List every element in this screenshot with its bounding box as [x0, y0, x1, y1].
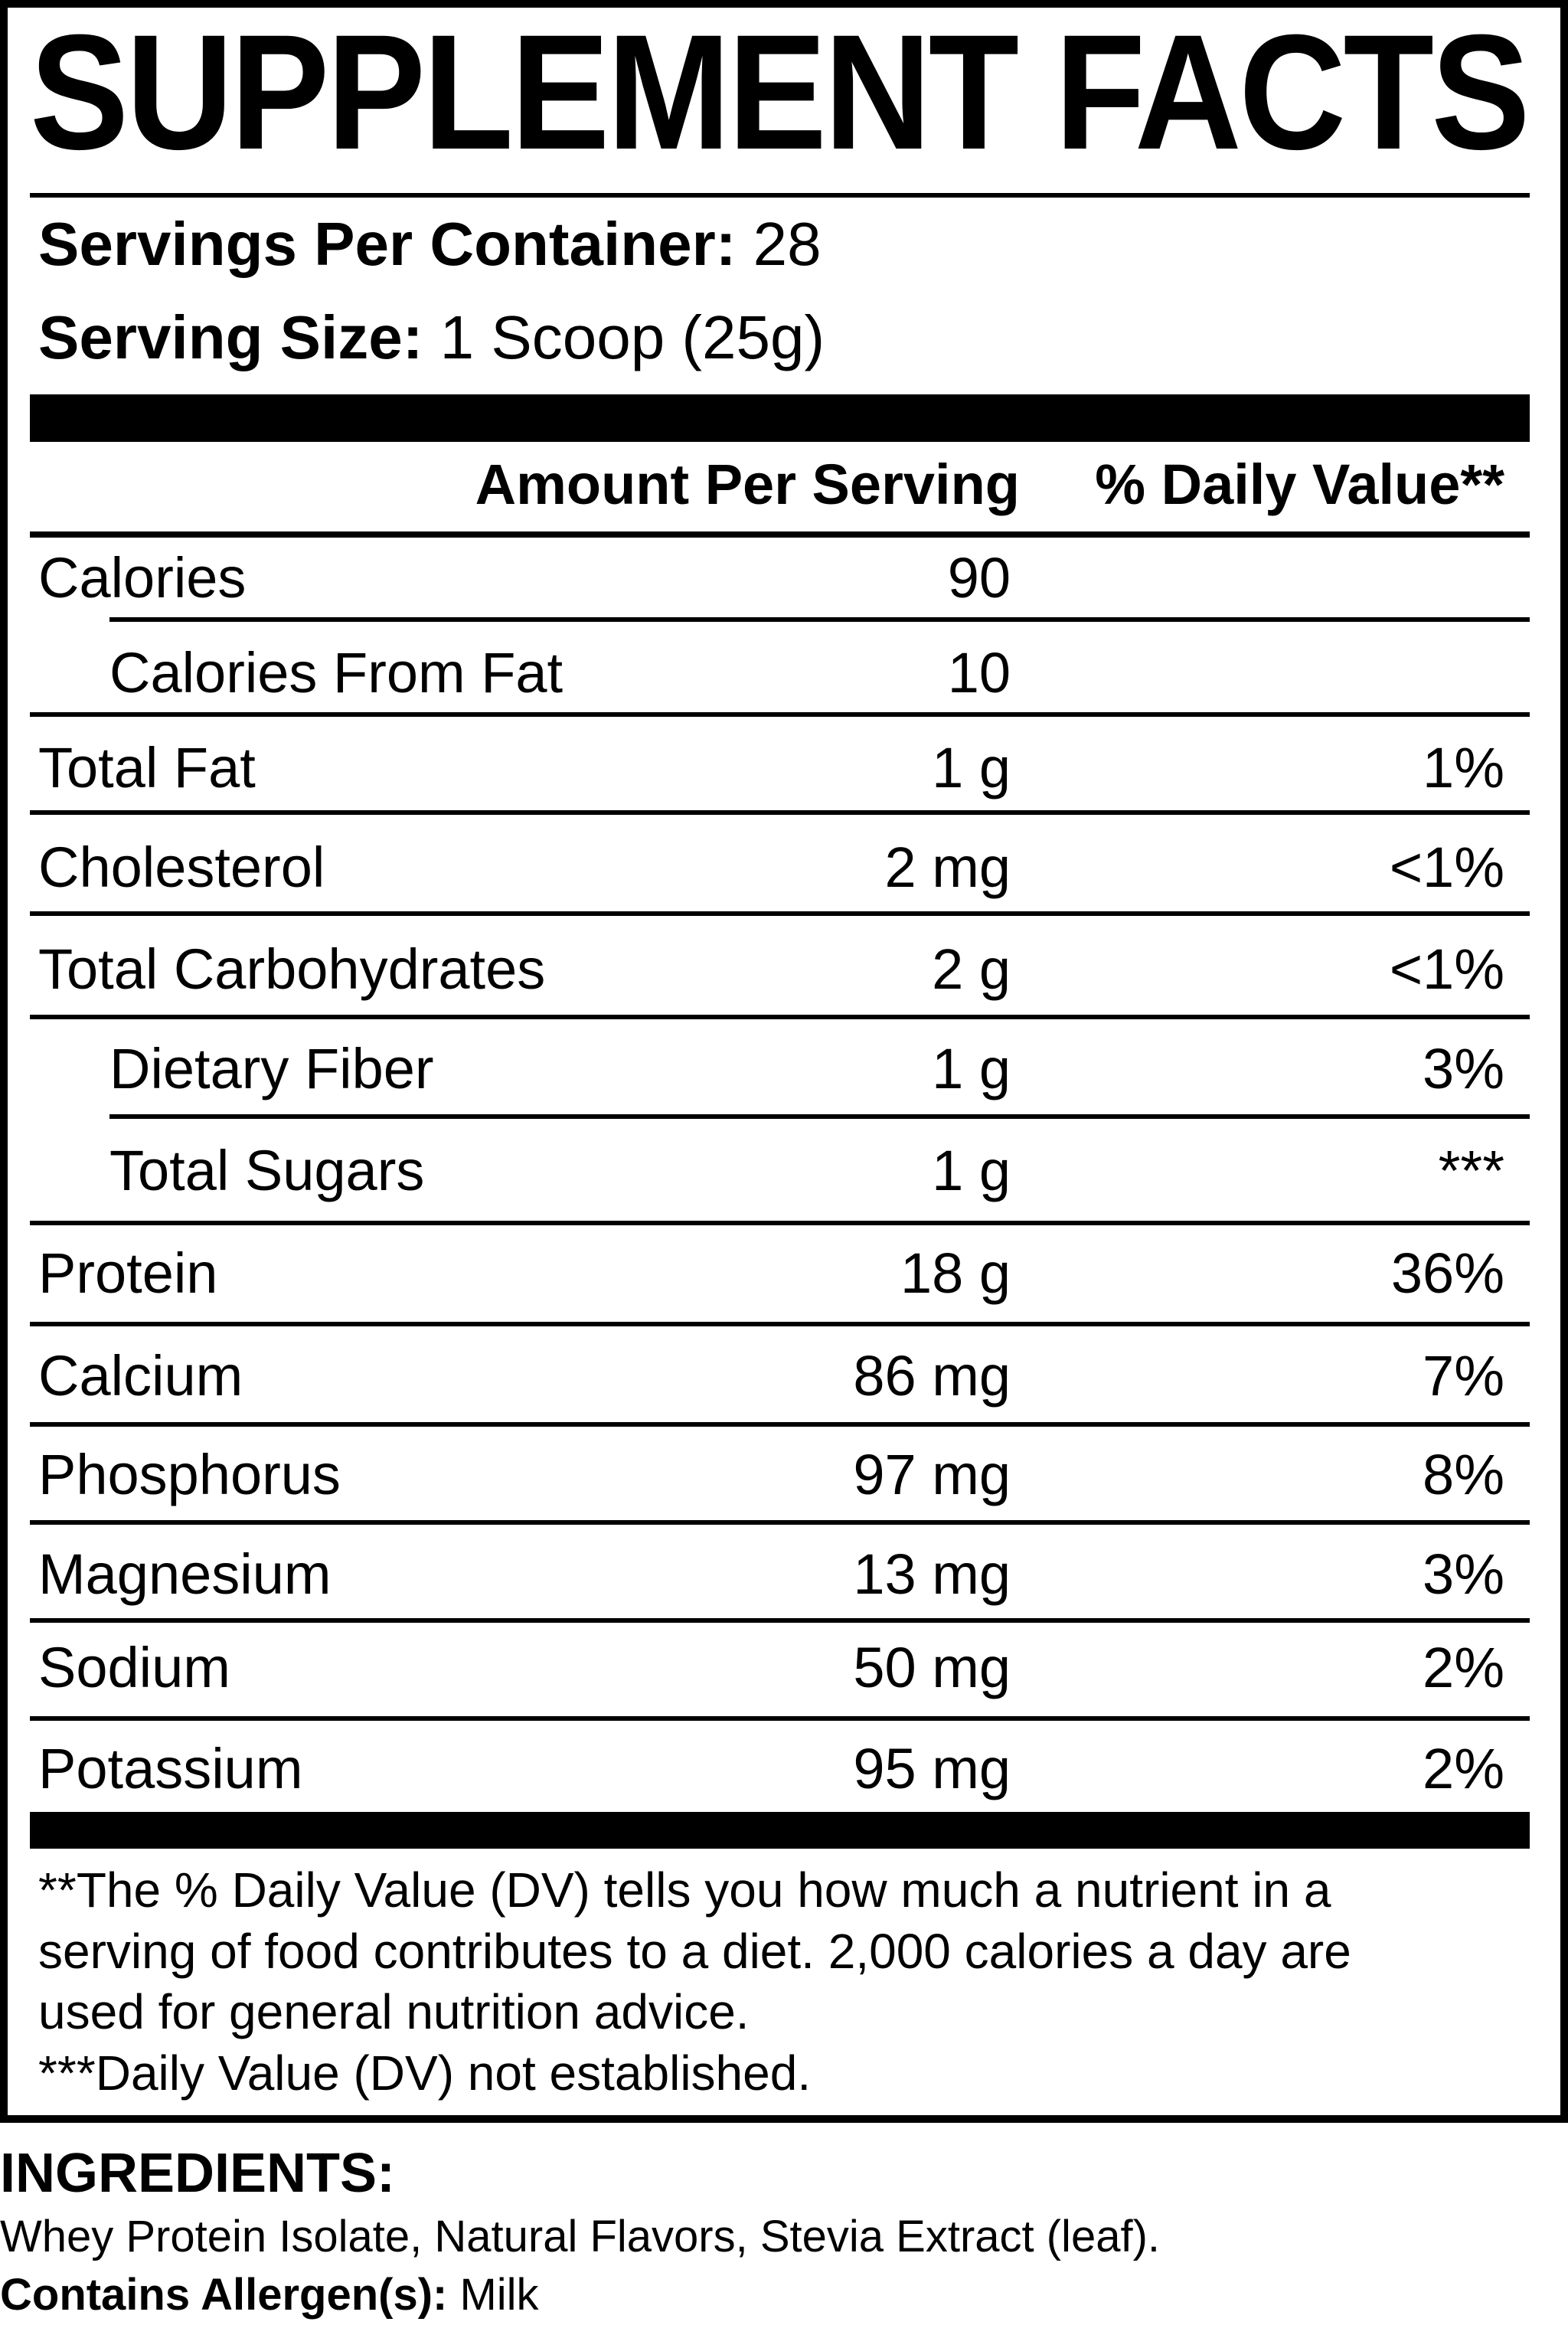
- row-divider: [30, 1618, 1530, 1623]
- nutrient-amount: 97 mg: [853, 1443, 1011, 1506]
- servings-per-container: Servings Per Container: 28: [38, 210, 822, 279]
- row-divider: [30, 810, 1530, 815]
- serving-size: Serving Size: 1 Scoop (25g): [38, 303, 825, 372]
- nutrient-amount: 86 mg: [853, 1344, 1011, 1408]
- footnote-line: serving of food contributes to a diet. 2…: [38, 1924, 1351, 1979]
- row-divider: [30, 1322, 1530, 1326]
- nutrient-daily-value: 3%: [1423, 1037, 1504, 1100]
- nutrient-daily-value: 7%: [1423, 1344, 1504, 1408]
- row-divider: [30, 712, 1530, 717]
- nutrient-row: Dietary Fiber 1 g 3%: [0, 1035, 1568, 1104]
- nutrient-daily-value: ***: [1438, 1139, 1504, 1202]
- nutrient-row: Total Sugars 1 g ***: [0, 1136, 1568, 1205]
- nutrient-name: Protein: [38, 1241, 218, 1305]
- row-divider: [30, 1716, 1530, 1721]
- thick-bar: [30, 1812, 1530, 1849]
- nutrient-amount: 1 g: [932, 1037, 1011, 1100]
- nutrient-amount: 50 mg: [853, 1636, 1011, 1699]
- nutrient-row: Potassium 95 mg 2%: [0, 1735, 1568, 1803]
- row-divider: [109, 617, 1530, 622]
- footnote-line: **The % Daily Value (DV) tells you how m…: [38, 1862, 1331, 1918]
- allergen-statement: Contains Allergen(s): Milk: [0, 2268, 539, 2322]
- nutrient-name: Dietary Fiber: [109, 1037, 434, 1100]
- nutrient-amount: 18 g: [900, 1241, 1011, 1305]
- nutrient-row: Sodium 50 mg 2%: [0, 1633, 1568, 1702]
- nutrient-amount: 2 mg: [884, 835, 1011, 899]
- row-divider: [30, 1015, 1530, 1019]
- nutrient-name: Total Carbohydrates: [38, 937, 546, 1001]
- nutrient-row: Calcium 86 mg 7%: [0, 1342, 1568, 1411]
- nutrient-row: Total Carbohydrates 2 g <1%: [0, 935, 1568, 1004]
- nutrient-name: Calories: [38, 546, 247, 610]
- row-divider: [109, 1114, 1530, 1119]
- nutrient-amount: 1 g: [932, 1139, 1011, 1202]
- nutrient-name: Sodium: [38, 1636, 230, 1699]
- row-divider: [30, 1520, 1530, 1525]
- nutrient-daily-value: 8%: [1423, 1443, 1504, 1506]
- amount-per-serving-header: Amount Per Serving: [475, 453, 1020, 516]
- nutrient-amount: 13 mg: [853, 1542, 1011, 1606]
- nutrient-row: Cholesterol 2 mg <1%: [0, 833, 1568, 902]
- nutrient-amount: 90: [947, 546, 1011, 610]
- row-divider: [30, 911, 1530, 916]
- panel-title: SUPPLEMENT FACTS: [30, 1, 1530, 184]
- nutrient-daily-value: 36%: [1390, 1241, 1504, 1305]
- nutrient-daily-value: <1%: [1389, 937, 1504, 1001]
- nutrient-row: Calories From Fat 10: [0, 639, 1568, 708]
- ingredients-heading: INGREDIENTS:: [0, 2143, 396, 2204]
- ingredients-text: Whey Protein Isolate, Natural Flavors, S…: [0, 2212, 1160, 2261]
- nutrient-row: Magnesium 13 mg 3%: [0, 1540, 1568, 1609]
- nutrient-row: Protein 18 g 36%: [0, 1239, 1568, 1308]
- nutrient-amount: 2 g: [932, 937, 1011, 1001]
- nutrient-name: Calcium: [38, 1344, 243, 1408]
- nutrient-daily-value: 1%: [1423, 736, 1504, 800]
- nutrient-amount: 10: [947, 641, 1011, 705]
- thick-bar: [30, 394, 1530, 442]
- nutrient-daily-value: <1%: [1389, 835, 1504, 899]
- daily-value-header: % Daily Value**: [1095, 453, 1504, 516]
- footnote-line: ***Daily Value (DV) not established.: [38, 2045, 812, 2101]
- nutrient-row: Phosphorus 97 mg 8%: [0, 1440, 1568, 1509]
- nutrient-name: Calories From Fat: [109, 641, 564, 705]
- nutrient-row: Total Fat 1 g 1%: [0, 734, 1568, 803]
- divider: [30, 193, 1530, 198]
- servings-per-container-label: Servings Per Container:: [38, 210, 737, 278]
- divider: [30, 531, 1530, 538]
- servings-per-container-value: 28: [753, 210, 822, 278]
- nutrient-name: Magnesium: [38, 1542, 332, 1606]
- serving-size-label: Serving Size:: [38, 303, 423, 371]
- nutrient-daily-value: 3%: [1423, 1542, 1504, 1606]
- nutrient-daily-value: 2%: [1423, 1636, 1504, 1699]
- supplement-facts-panel: [0, 0, 1568, 2123]
- nutrient-amount: 1 g: [932, 736, 1011, 800]
- nutrient-name: Cholesterol: [38, 835, 325, 899]
- row-divider: [30, 1221, 1530, 1225]
- allergen-value: Milk: [459, 2270, 539, 2320]
- nutrient-name: Phosphorus: [38, 1443, 341, 1506]
- nutrient-amount: 95 mg: [853, 1737, 1011, 1800]
- row-divider: [30, 1422, 1530, 1427]
- nutrient-name: Potassium: [38, 1737, 303, 1800]
- nutrient-name: Total Sugars: [109, 1139, 425, 1202]
- footnote-line: used for general nutrition advice.: [38, 1984, 750, 2039]
- nutrient-daily-value: 2%: [1423, 1737, 1504, 1800]
- allergen-label: Contains Allergen(s):: [0, 2270, 448, 2320]
- nutrient-row: Calories 90: [0, 544, 1568, 613]
- serving-size-value: 1 Scoop (25g): [439, 303, 825, 371]
- nutrient-name: Total Fat: [38, 736, 256, 800]
